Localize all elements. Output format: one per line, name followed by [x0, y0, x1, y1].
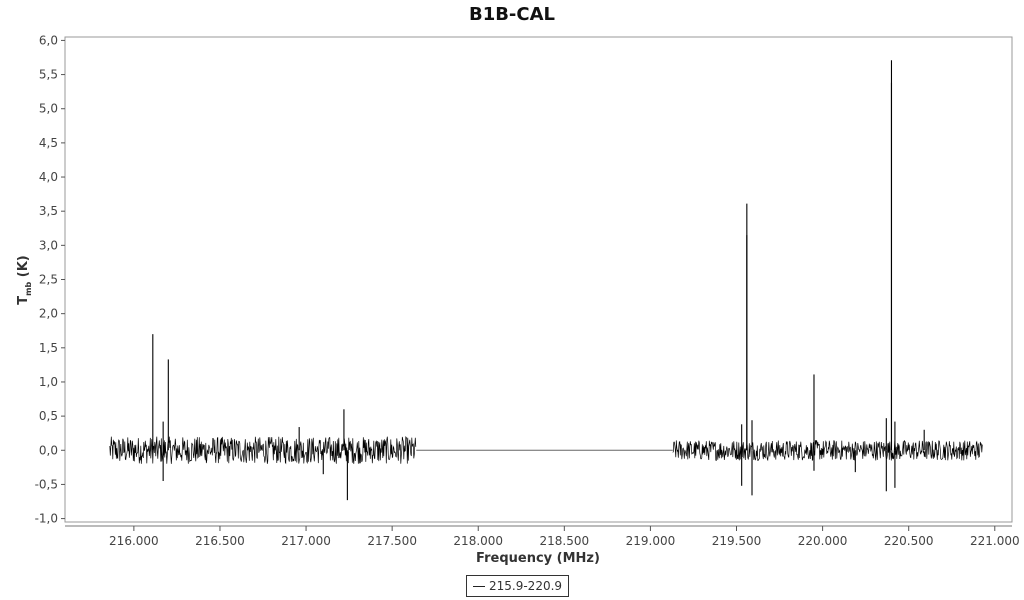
spectrum-segment: [672, 439, 983, 462]
x-tick-label: 216.000: [109, 534, 159, 548]
x-tick-label: 219.000: [626, 534, 676, 548]
y-tick-label: 2,5: [39, 273, 58, 287]
y-tick-label: 5,5: [39, 68, 58, 82]
x-axis-label: Frequency (MHz): [476, 551, 600, 566]
y-tick-label: 1,5: [39, 341, 58, 355]
y-tick-label: 1,0: [39, 375, 58, 389]
x-tick-label: 218.000: [453, 534, 503, 548]
chart-title: B1B-CAL: [468, 4, 556, 25]
spectrum-segment: [109, 435, 417, 465]
y-tick-label: 5,0: [39, 102, 58, 116]
x-tick-label: 217.000: [281, 534, 331, 548]
y-tick-label: -0,5: [35, 477, 58, 491]
y-axis-label-unit: (K): [16, 255, 31, 281]
series-215-9-220-9: [109, 60, 983, 501]
legend-line-swatch: [473, 585, 485, 587]
y-tick-label: 0,5: [39, 409, 58, 423]
x-tick-label: 218.500: [540, 534, 590, 548]
y-axis-label: Tmb (K): [16, 255, 33, 304]
x-tick-label: 220.500: [884, 534, 934, 548]
x-tick-label: 217.500: [367, 534, 417, 548]
x-tick-label: 220.000: [798, 534, 848, 548]
legend: 215.9-220.9: [466, 575, 570, 597]
y-tick-label: -1,0: [35, 512, 58, 526]
x-tick-label: 221.000: [970, 534, 1020, 548]
y-tick-label: 4,5: [39, 136, 58, 150]
y-tick-label: 6,0: [39, 33, 58, 47]
x-axis: 216.000 216.500 217.000 217.500 218.000 218.5…: [65, 525, 1020, 548]
y-axis-label-subscript: mb: [24, 282, 33, 296]
x-tick-label: 216.500: [195, 534, 245, 548]
y-axis: -1,0 -0,5 0,0 0,5 1,0 1,5 2,0 2,5 3,0 3,5 4,0 4,5 5,…: [35, 33, 65, 526]
x-tick-label: 219.500: [712, 534, 762, 548]
legend-label: 215.9-220.9: [489, 579, 563, 593]
y-tick-label: 4,0: [39, 170, 58, 184]
y-tick-label: 2,0: [39, 307, 58, 321]
y-tick-label: 3,0: [39, 238, 58, 252]
y-axis-label-main: T: [16, 296, 31, 305]
y-tick-label: 3,5: [39, 204, 58, 218]
y-tick-label: 0,0: [39, 443, 58, 457]
